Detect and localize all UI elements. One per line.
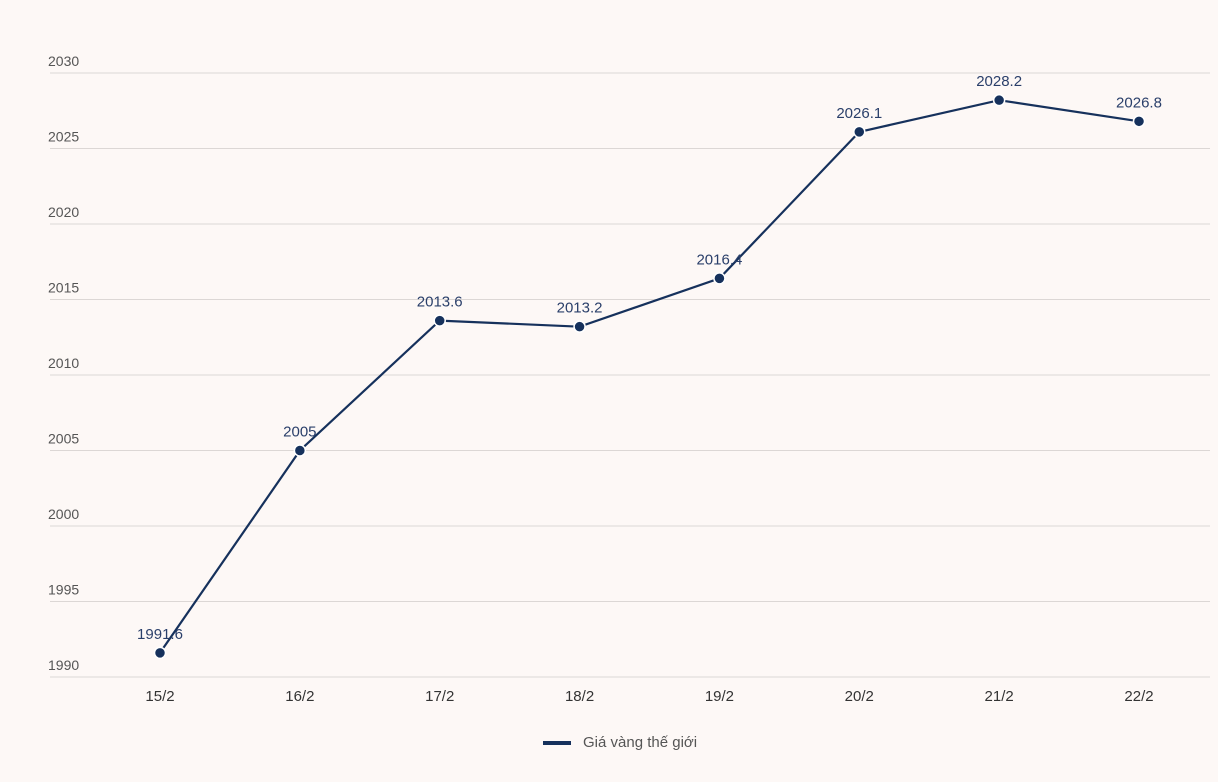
x-tick-label: 22/2: [1124, 688, 1153, 705]
data-label: 1991.6: [137, 626, 183, 643]
data-point: [853, 125, 866, 139]
legend-label: Giá vàng thế giới: [583, 734, 698, 751]
x-tick-label: 18/2: [565, 688, 594, 705]
y-tick-label: 1990: [48, 657, 79, 673]
data-label: 2016.4: [696, 251, 742, 268]
data-point: [433, 314, 446, 327]
y-tick-label: 1995: [48, 582, 79, 598]
series-line: [159, 99, 1140, 654]
y-tick-label: 2025: [48, 129, 79, 145]
legend: Giá vàng thế giới: [543, 734, 697, 751]
data-label: 2013.6: [417, 294, 463, 311]
data-label: 2005: [283, 424, 316, 441]
y-tick-label: 2030: [48, 53, 79, 69]
y-axis: 1990 1995 2000 2005 2010 2015 2020 2025 2030: [48, 53, 79, 673]
x-tick-label: 21/2: [985, 688, 1014, 705]
data-labels: 1991.6 2005 2013.6 2013.2 2016.4 2026.1 2028.2…: [137, 73, 1162, 643]
y-tick-label: 2005: [48, 431, 79, 447]
data-point: [992, 93, 1006, 107]
grid: [50, 72, 1210, 678]
y-tick-label: 2000: [48, 506, 79, 522]
y-tick-label: 2020: [48, 204, 79, 220]
x-tick-label: 19/2: [705, 688, 734, 705]
data-point: [573, 320, 586, 333]
x-tick-label: 17/2: [425, 688, 454, 705]
data-point: [293, 444, 307, 457]
data-label: 2013.2: [557, 300, 603, 317]
x-tick-label: 15/2: [145, 688, 174, 705]
y-tick-label: 2015: [48, 280, 79, 296]
data-label: 2026.1: [836, 105, 882, 122]
y-tick-label: 2010: [48, 355, 79, 371]
series-layer: [153, 93, 1146, 660]
x-axis: 15/2 16/2 17/2 18/2 19/2 20/2 21/2 22/2: [145, 688, 1153, 705]
legend-swatch: [543, 740, 571, 745]
data-label: 2028.2: [976, 73, 1022, 90]
data-point: [713, 272, 726, 285]
x-tick-label: 16/2: [285, 688, 314, 705]
data-point: [1132, 115, 1146, 128]
data-label: 2026.8: [1116, 94, 1162, 111]
data-point: [153, 646, 167, 660]
x-tick-label: 20/2: [845, 688, 874, 705]
